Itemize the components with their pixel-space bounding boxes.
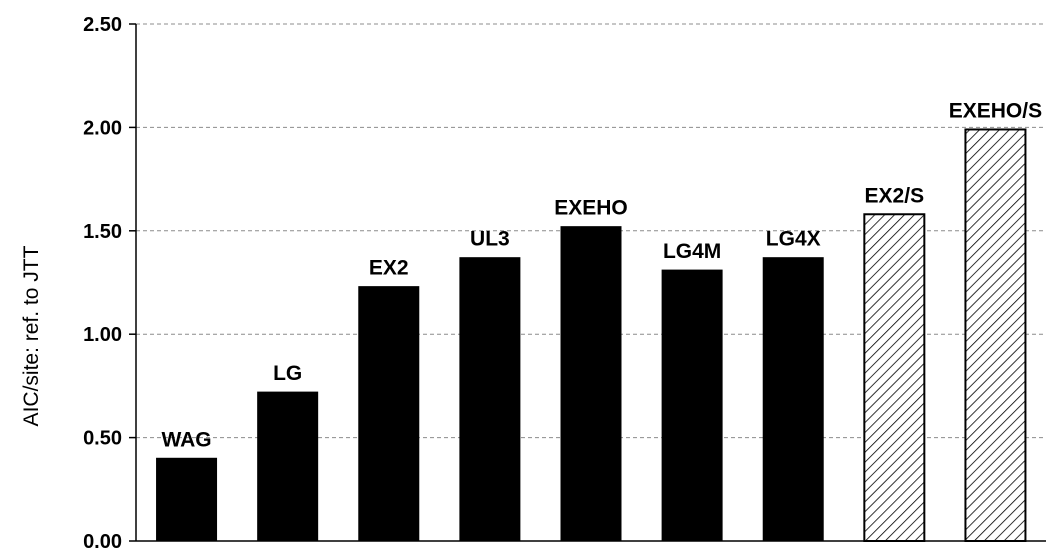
bar-wag — [156, 457, 218, 542]
bar-lg4x — [762, 257, 824, 542]
bar-label: EXEHO — [554, 197, 628, 220]
bar-label: LG4M — [663, 240, 721, 263]
bar-ex2-s — [863, 213, 926, 542]
bar-label: EX2 — [369, 257, 409, 280]
y-tick-label: 2.50 — [83, 14, 122, 36]
bar-labels: WAG LG EX2 UL3 EXEHO LG4M LG4X EX2/S EXEHO/S — [161, 99, 1042, 451]
bar-ul3 — [459, 257, 521, 542]
bar-ex2 — [358, 286, 420, 542]
y-tick-label: 1.00 — [83, 324, 122, 346]
bar-label: LG — [273, 362, 302, 385]
y-tick-label: 2.00 — [83, 117, 122, 139]
bars — [156, 128, 1027, 543]
y-tick-label: 0.50 — [83, 428, 122, 450]
y-tick-label: 1.50 — [83, 221, 122, 243]
y-axis-title: AIC/site: ref. to JTT — [20, 245, 43, 426]
bar-label: UL3 — [470, 228, 510, 251]
y-tick-label: 0.00 — [83, 531, 122, 553]
bar-exeho — [560, 226, 622, 542]
bar-exeho-s — [964, 128, 1027, 543]
bar-lg — [257, 391, 319, 542]
bar-lg4m — [661, 269, 723, 542]
y-tick-labels: 0.00 0.50 1.00 1.50 2.00 2.50 — [83, 14, 122, 553]
bar-label: WAG — [161, 428, 211, 451]
bar-label: EXEHO/S — [949, 99, 1042, 122]
bar-label: LG4X — [766, 228, 821, 251]
bar-label: EX2/S — [865, 184, 925, 207]
